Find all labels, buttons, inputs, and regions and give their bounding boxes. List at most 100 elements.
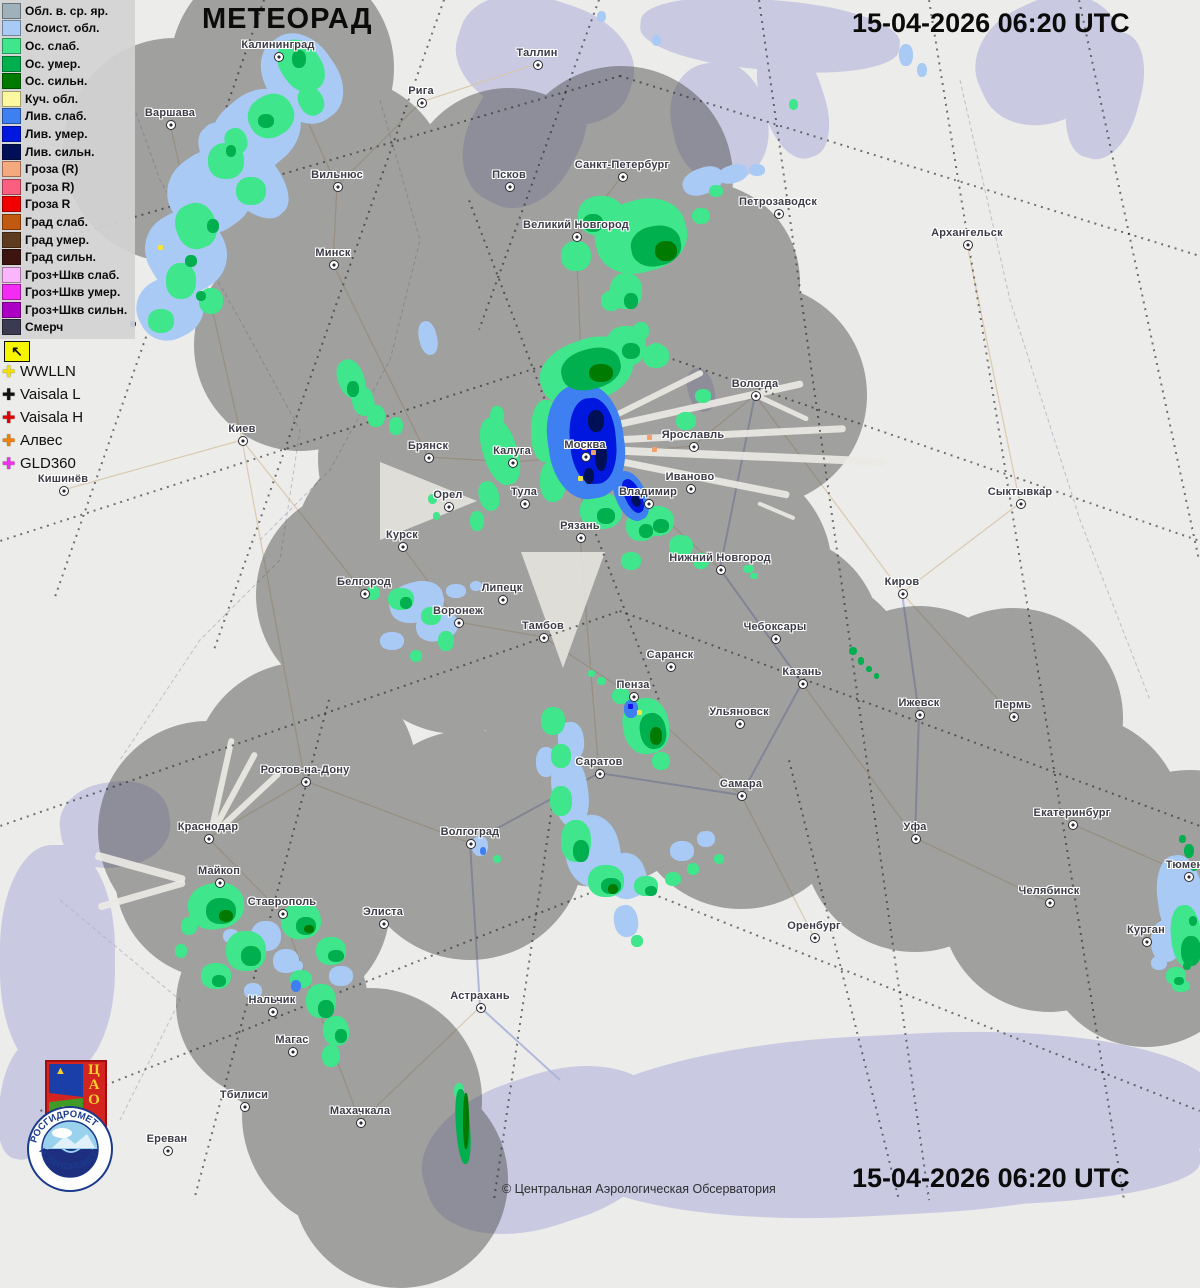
precip-blob [1189,916,1197,926]
precip-blob [742,565,754,573]
precip-blob [634,231,658,251]
roshydromet-seal: РОСГИДРОМЕТ ROSHYDROMET [27,1106,113,1192]
lightning-strike-icon [578,476,583,481]
legend-label: Град сильн. [25,250,96,265]
city-label: Тбилиси [219,1089,269,1101]
city-dot-icon [278,909,288,919]
radar-coverage-circle [193,662,417,886]
city-label: Волгоград [440,826,500,838]
city-label: Санкт-Петербург [574,159,670,171]
legend-label: Куч. обл. [25,91,79,106]
city-label: Ставрополь [247,896,317,908]
city-dot-icon [735,719,745,729]
precip-blob [291,980,301,992]
city-label: Орел [433,489,463,501]
precip-blob [550,786,572,816]
legend-row: Обл. в. ср. яр. [2,2,135,20]
city-label: Майкоп [197,865,241,877]
legend-row: Куч. обл. [2,90,135,108]
city-dot-icon [1045,898,1055,908]
precip-blob [669,535,693,557]
precip-blob [226,145,236,157]
precip-blob [587,669,595,677]
city-dot-icon [798,679,808,689]
precip-blob [328,950,344,962]
precip-blob [493,855,501,863]
precip-blob [335,1029,347,1043]
city-label: Ижевск [898,697,940,709]
city-label: Оренбург [787,920,841,932]
beam-blockage-layer [0,0,1200,1200]
legend-row: Гроза R) [2,178,135,196]
precip-blob [643,344,669,368]
city-label: Саратов [575,756,623,768]
legend-swatch [2,301,21,318]
city-dot-icon [539,633,549,643]
precip-blob [400,597,412,609]
precip-blob [318,1000,334,1018]
city-label: Пенза [616,679,650,691]
city-dot-icon [240,1102,250,1112]
city-labels-layer: Калининград Варшава Таллин Рига Вильнюс … [38,39,1200,1156]
city-dot-icon [288,1047,298,1057]
city-dot-icon [301,777,311,787]
city-label: Пермь [994,699,1032,711]
legend-swatch [2,125,21,142]
precip-blob [480,847,486,855]
city-dot-icon [1142,937,1152,947]
precip-blob [597,508,615,524]
legend-label: Обл. в. ср. яр. [25,3,109,18]
city-dot-icon [911,834,921,844]
precip-blob [601,291,621,311]
city-dot-icon [810,933,820,943]
legend-swatch [2,2,21,19]
lightning-layer [158,245,657,715]
precip-blob [709,185,723,197]
precip-blob [650,727,662,745]
legend-row: Ос. умер. [2,55,135,73]
legend-row: Лив. сильн. [2,143,135,161]
city-dot-icon [520,499,530,509]
city-dot-icon [689,442,699,452]
legend-label: Лив. сильн. [25,144,95,159]
precip-blob [631,935,643,947]
precip-blob [212,975,226,987]
precip-blob [917,63,927,77]
city-dot-icon [505,182,515,192]
legend-label: Гроза R) [25,179,75,194]
precip-blob [573,840,589,862]
precip-blob [899,44,913,66]
city-label: Самара [719,778,763,790]
precip-blob [608,884,618,894]
attribution: © Центральная Аэрологическая Обсерватори… [502,1182,776,1196]
precip-blob [292,50,306,68]
precip-blob [1151,956,1167,970]
page-title: МЕТЕОРАД [202,3,373,35]
precip-blob [219,910,233,922]
precip-blob [389,417,403,435]
city-label: Екатеринбург [1033,807,1111,819]
legend-label: Лив. слаб. [25,109,87,124]
precip-blob [697,831,715,847]
city-dot-icon [572,232,582,242]
city-label: Иваново [665,471,715,483]
lightning-strike-icon [591,450,596,455]
precip-blob [1183,962,1191,970]
precip-blob [181,917,197,935]
lightning-network-row: ✚ Vaisala L [2,383,83,406]
city-label: Уфа [903,821,927,833]
city-label: Нальчик [248,994,296,1006]
lightning-network-row: ✚ Алвес [2,429,83,452]
legend-swatch [2,73,21,90]
precip-blob [175,944,187,958]
city-label: Махачкала [329,1105,391,1117]
legend-row: Град слаб. [2,213,135,231]
legend-swatch [2,284,21,301]
precip-blob [236,177,266,205]
lightning-network-row: ✚ WWLLN [2,360,83,383]
cross-marker-icon: ✚ [2,363,16,381]
precip-blob [1181,936,1200,966]
precip-blob [589,364,613,382]
precip-blob [241,946,261,966]
